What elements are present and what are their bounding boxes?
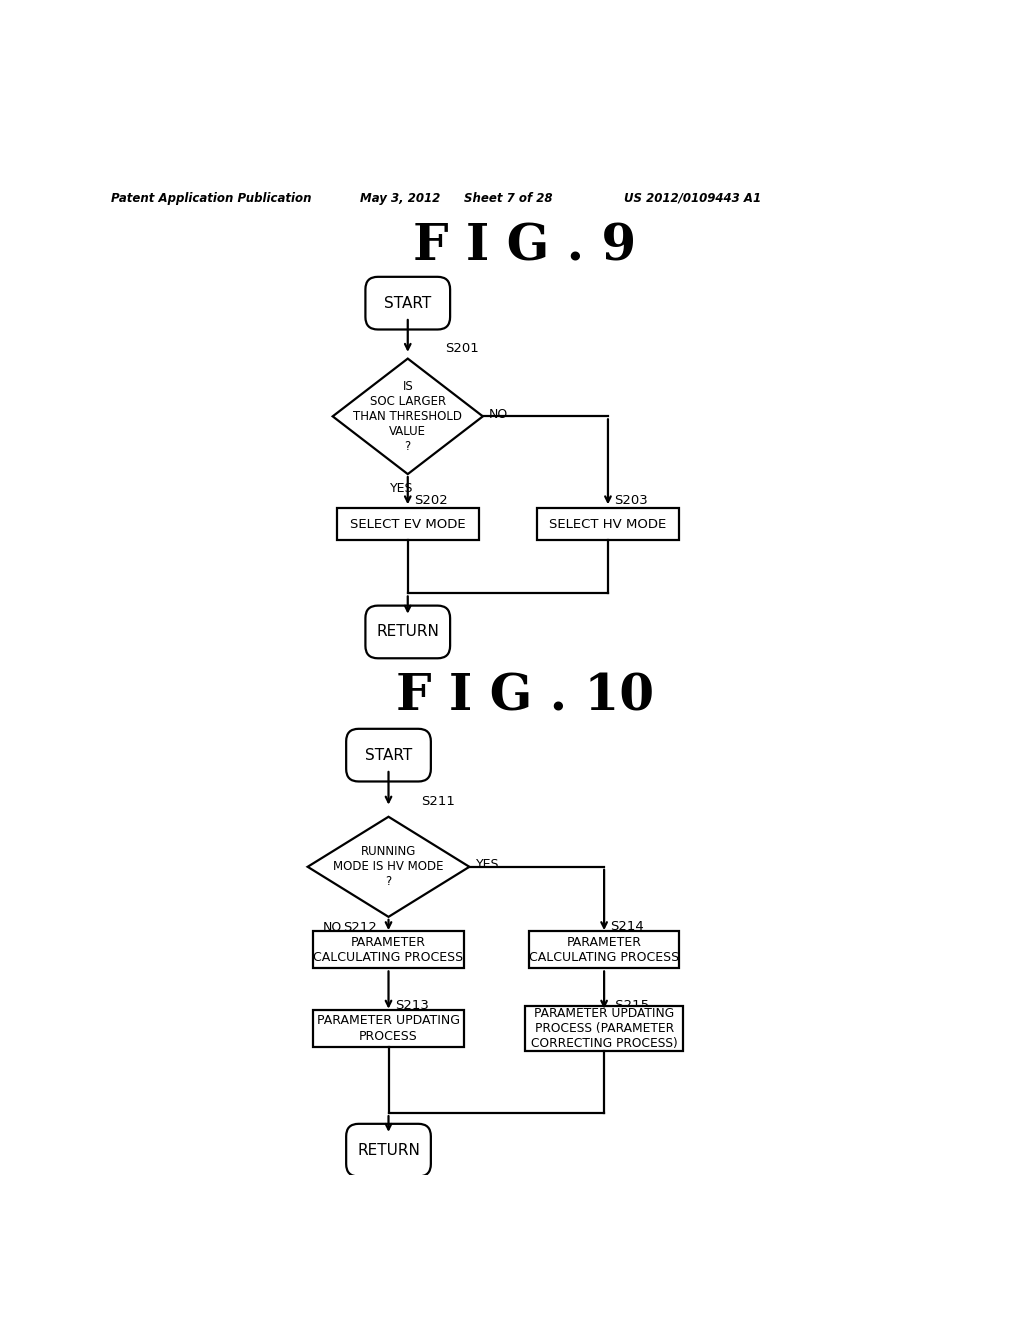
Text: RETURN: RETURN [377,624,439,639]
Text: US 2012/0109443 A1: US 2012/0109443 A1 [624,191,761,205]
Text: Patent Application Publication: Patent Application Publication [112,191,311,205]
Text: PARAMETER
CALCULATING PROCESS: PARAMETER CALCULATING PROCESS [529,936,679,964]
Text: Sheet 7 of 28: Sheet 7 of 28 [464,191,552,205]
Text: RETURN: RETURN [357,1143,420,1158]
Text: ..S215: ..S215 [608,998,650,1011]
Text: F I G . 9: F I G . 9 [414,223,636,272]
Bar [313,1010,464,1047]
Text: IS
SOC LARGER
THAN THRESHOLD
VALUE
?: IS SOC LARGER THAN THRESHOLD VALUE ? [353,380,462,453]
Text: SELECT HV MODE: SELECT HV MODE [549,517,667,531]
Text: PARAMETER UPDATING
PROCESS: PARAMETER UPDATING PROCESS [317,1015,460,1043]
Text: SELECT EV MODE: SELECT EV MODE [350,517,466,531]
Bar [525,1006,683,1051]
Text: START: START [384,296,431,310]
Text: May 3, 2012: May 3, 2012 [359,191,440,205]
FancyBboxPatch shape [366,277,451,330]
Text: YES: YES [475,858,499,871]
FancyBboxPatch shape [346,729,431,781]
Polygon shape [307,817,469,917]
Text: S202: S202 [414,494,447,507]
Bar [337,508,479,540]
Text: START: START [365,747,412,763]
Text: S214: S214 [610,920,644,933]
Text: S201: S201 [444,342,478,355]
Bar [537,508,679,540]
Text: NO: NO [489,408,508,421]
Text: S211: S211 [421,795,455,808]
Bar [529,932,679,969]
Text: PARAMETER UPDATING
PROCESS (PARAMETER
CORRECTING PROCESS): PARAMETER UPDATING PROCESS (PARAMETER CO… [530,1007,678,1049]
Text: S213: S213 [394,998,429,1011]
Text: NO: NO [323,921,342,933]
Text: PARAMETER
CALCULATING PROCESS: PARAMETER CALCULATING PROCESS [313,936,464,964]
Text: F I G . 10: F I G . 10 [395,673,654,722]
FancyBboxPatch shape [366,606,451,659]
Text: S203: S203 [614,494,648,507]
Polygon shape [333,359,483,474]
FancyBboxPatch shape [346,1123,431,1176]
Bar [313,932,464,969]
Text: YES: YES [390,482,414,495]
Text: S212: S212 [343,921,377,933]
Text: RUNNING
MODE IS HV MODE
?: RUNNING MODE IS HV MODE ? [333,845,443,888]
